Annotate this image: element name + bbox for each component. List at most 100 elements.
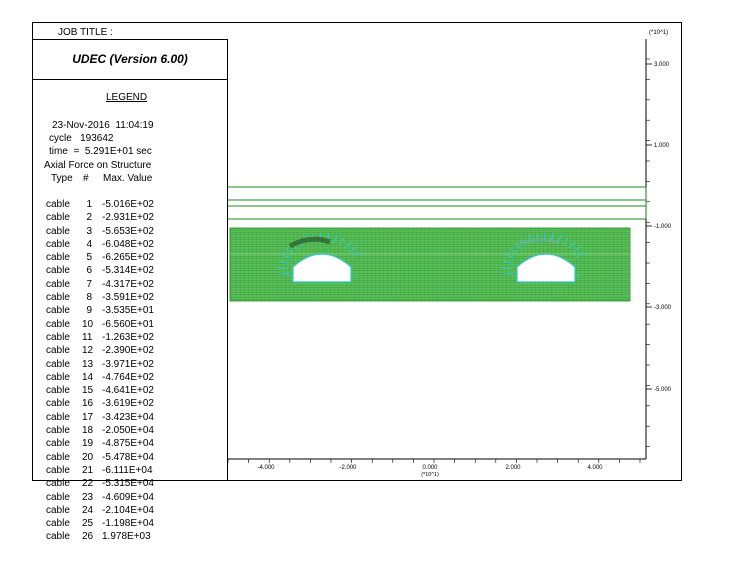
- cable-bolt: [278, 272, 289, 276]
- legend-row-type: cable: [46, 292, 70, 304]
- x-scale-label: (*10^1): [421, 472, 439, 478]
- legend-row-value: -6.048E+02: [102, 238, 154, 250]
- legend-row-num: 24: [82, 504, 94, 516]
- cable-bolt: [505, 254, 515, 259]
- x-tick-label: 0.000: [422, 465, 438, 471]
- legend-row: cable 13 -3.971E+02: [46, 358, 206, 371]
- cable-bolt: [338, 237, 345, 246]
- legend-row-value: -4.317E+02: [102, 278, 154, 290]
- col-max-header: Max. Value: [103, 173, 153, 184]
- force-plot: [288, 236, 331, 249]
- legend-row-type: cable: [46, 385, 70, 397]
- legend-row: cable 20 -5.478E+04: [46, 451, 206, 464]
- legend-row-value: -4.641E+02: [102, 385, 154, 397]
- legend-row-num: 26: [82, 531, 94, 543]
- right-tunnel: [516, 253, 576, 283]
- legend-row-num: 7: [86, 278, 92, 290]
- legend-row: cable 11 -1.263E+02: [46, 331, 206, 344]
- legend-row-num: 18: [82, 425, 94, 437]
- legend-row-type: cable: [46, 318, 70, 330]
- legend-row-type: cable: [46, 451, 70, 463]
- legend-row-value: -3.619E+02: [102, 398, 154, 410]
- legend-row-value: -3.591E+02: [102, 292, 154, 304]
- legend-row-value: -5.016E+02: [102, 199, 154, 210]
- legend-row-type: cable: [46, 491, 70, 503]
- legend-row: cable 9 -3.535E+01: [46, 304, 206, 317]
- legend-row-num: 23: [82, 491, 94, 503]
- x-tick-label: -4.000: [257, 465, 275, 471]
- legend-row-type: cable: [46, 199, 70, 210]
- cable-bolt: [281, 254, 291, 259]
- plot-frame: [32, 22, 682, 481]
- legend-row-num: 6: [86, 265, 92, 277]
- legend-row-num: 5: [86, 252, 92, 264]
- y-tick-label: -1.000: [654, 224, 672, 230]
- legend-row-num: 1: [86, 199, 92, 210]
- legend-row-value: -5.653E+02: [102, 225, 154, 237]
- legend-row: cable 22 -5.315E+04: [46, 477, 206, 490]
- legend-row-value: -6.111E+04: [102, 464, 153, 476]
- y-scale-label: (*10^1): [649, 30, 669, 36]
- legend-row-value: -6.560E+01: [102, 318, 154, 330]
- legend-row: cable 17 -3.423E+04: [46, 411, 206, 424]
- cable-bolt: [576, 252, 586, 257]
- legend-row: cable 23 -4.609E+04: [46, 491, 206, 504]
- legend-row-value: -4.764E+02: [102, 371, 154, 383]
- legend-row-type: cable: [46, 504, 70, 516]
- legend-row-num: 20: [82, 451, 94, 463]
- legend-row-type: cable: [46, 212, 70, 224]
- cable-bolt: [285, 248, 295, 254]
- legend-row-type: cable: [46, 425, 70, 437]
- cable-bolt: [568, 241, 576, 249]
- cable-bolt: [572, 246, 582, 253]
- legend-row-value: -4.875E+04: [102, 438, 154, 450]
- y-tick-label: -5.000: [654, 387, 672, 393]
- legend-row-type: cable: [46, 238, 70, 250]
- cable-bolt: [348, 246, 358, 253]
- legend-row-num: 15: [82, 385, 94, 397]
- legend-row-type: cable: [46, 371, 70, 383]
- legend-row-type: cable: [46, 278, 70, 290]
- legend-row: cable 2 -2.931E+02: [46, 211, 206, 224]
- legend-row: cable 21 -6.111E+04: [46, 464, 206, 477]
- legend-row-num: 11: [82, 331, 93, 343]
- legend-row-num: 22: [82, 478, 94, 490]
- legend-row: cable 25 -1.198E+04: [46, 517, 206, 530]
- job-title-label: JOB TITLE :: [58, 27, 113, 38]
- legend-row-type: cable: [46, 531, 70, 543]
- legend-panel: UDEC (Version 6.00) LEGEND 23-Nov-2016 1…: [32, 39, 228, 542]
- cable-bolt: [562, 237, 569, 246]
- cable-bolt: [502, 272, 513, 276]
- date-line: 23-Nov-2016 11:04:19: [52, 120, 154, 131]
- cable-bolt: [509, 248, 519, 254]
- col-num-header: #: [83, 173, 89, 184]
- quantity-label: Axial Force on Structure: [44, 160, 152, 171]
- app-title: UDEC (Version 6.00): [72, 52, 188, 66]
- legend-row: cable 1 -5.016E+02: [46, 198, 206, 211]
- legend-row: cable 14 -4.764E+02: [46, 371, 206, 384]
- legend-row-num: 19: [82, 438, 94, 450]
- legend-row-type: cable: [46, 518, 70, 530]
- legend-row-num: 17: [82, 411, 94, 423]
- legend-row-type: cable: [46, 464, 70, 476]
- legend-row-num: 9: [86, 305, 92, 317]
- legend-row-value: -5.315E+04: [102, 478, 154, 490]
- legend-row-value: -2.390E+02: [102, 345, 154, 357]
- title-divider: [32, 79, 228, 80]
- legend-row: cable 10 -6.560E+01: [46, 318, 206, 331]
- model-plot: -4.000 -2.000 0.000 2.000 4.000 (*10^1) 3.000 1…: [228, 39, 672, 478]
- legend-row: cable 12 -2.390E+02: [46, 344, 206, 357]
- legend-row-value: -3.423E+04: [102, 411, 154, 423]
- y-tick-label: -3.000: [654, 305, 672, 311]
- legend-row-num: 10: [82, 318, 94, 330]
- x-tick-label: -2.000: [339, 465, 357, 471]
- legend-row-type: cable: [46, 438, 70, 450]
- legend-row-type: cable: [46, 252, 70, 264]
- legend-row-value: -4.609E+04: [102, 491, 154, 503]
- legend-row-num: 2: [86, 212, 92, 224]
- legend-row-value: -1.198E+04: [102, 518, 154, 530]
- legend-row-type: cable: [46, 411, 70, 423]
- legend-row-num: 12: [82, 345, 94, 357]
- legend-row-value: -2.931E+02: [102, 212, 154, 224]
- legend-row-value: -3.535E+01: [102, 305, 154, 317]
